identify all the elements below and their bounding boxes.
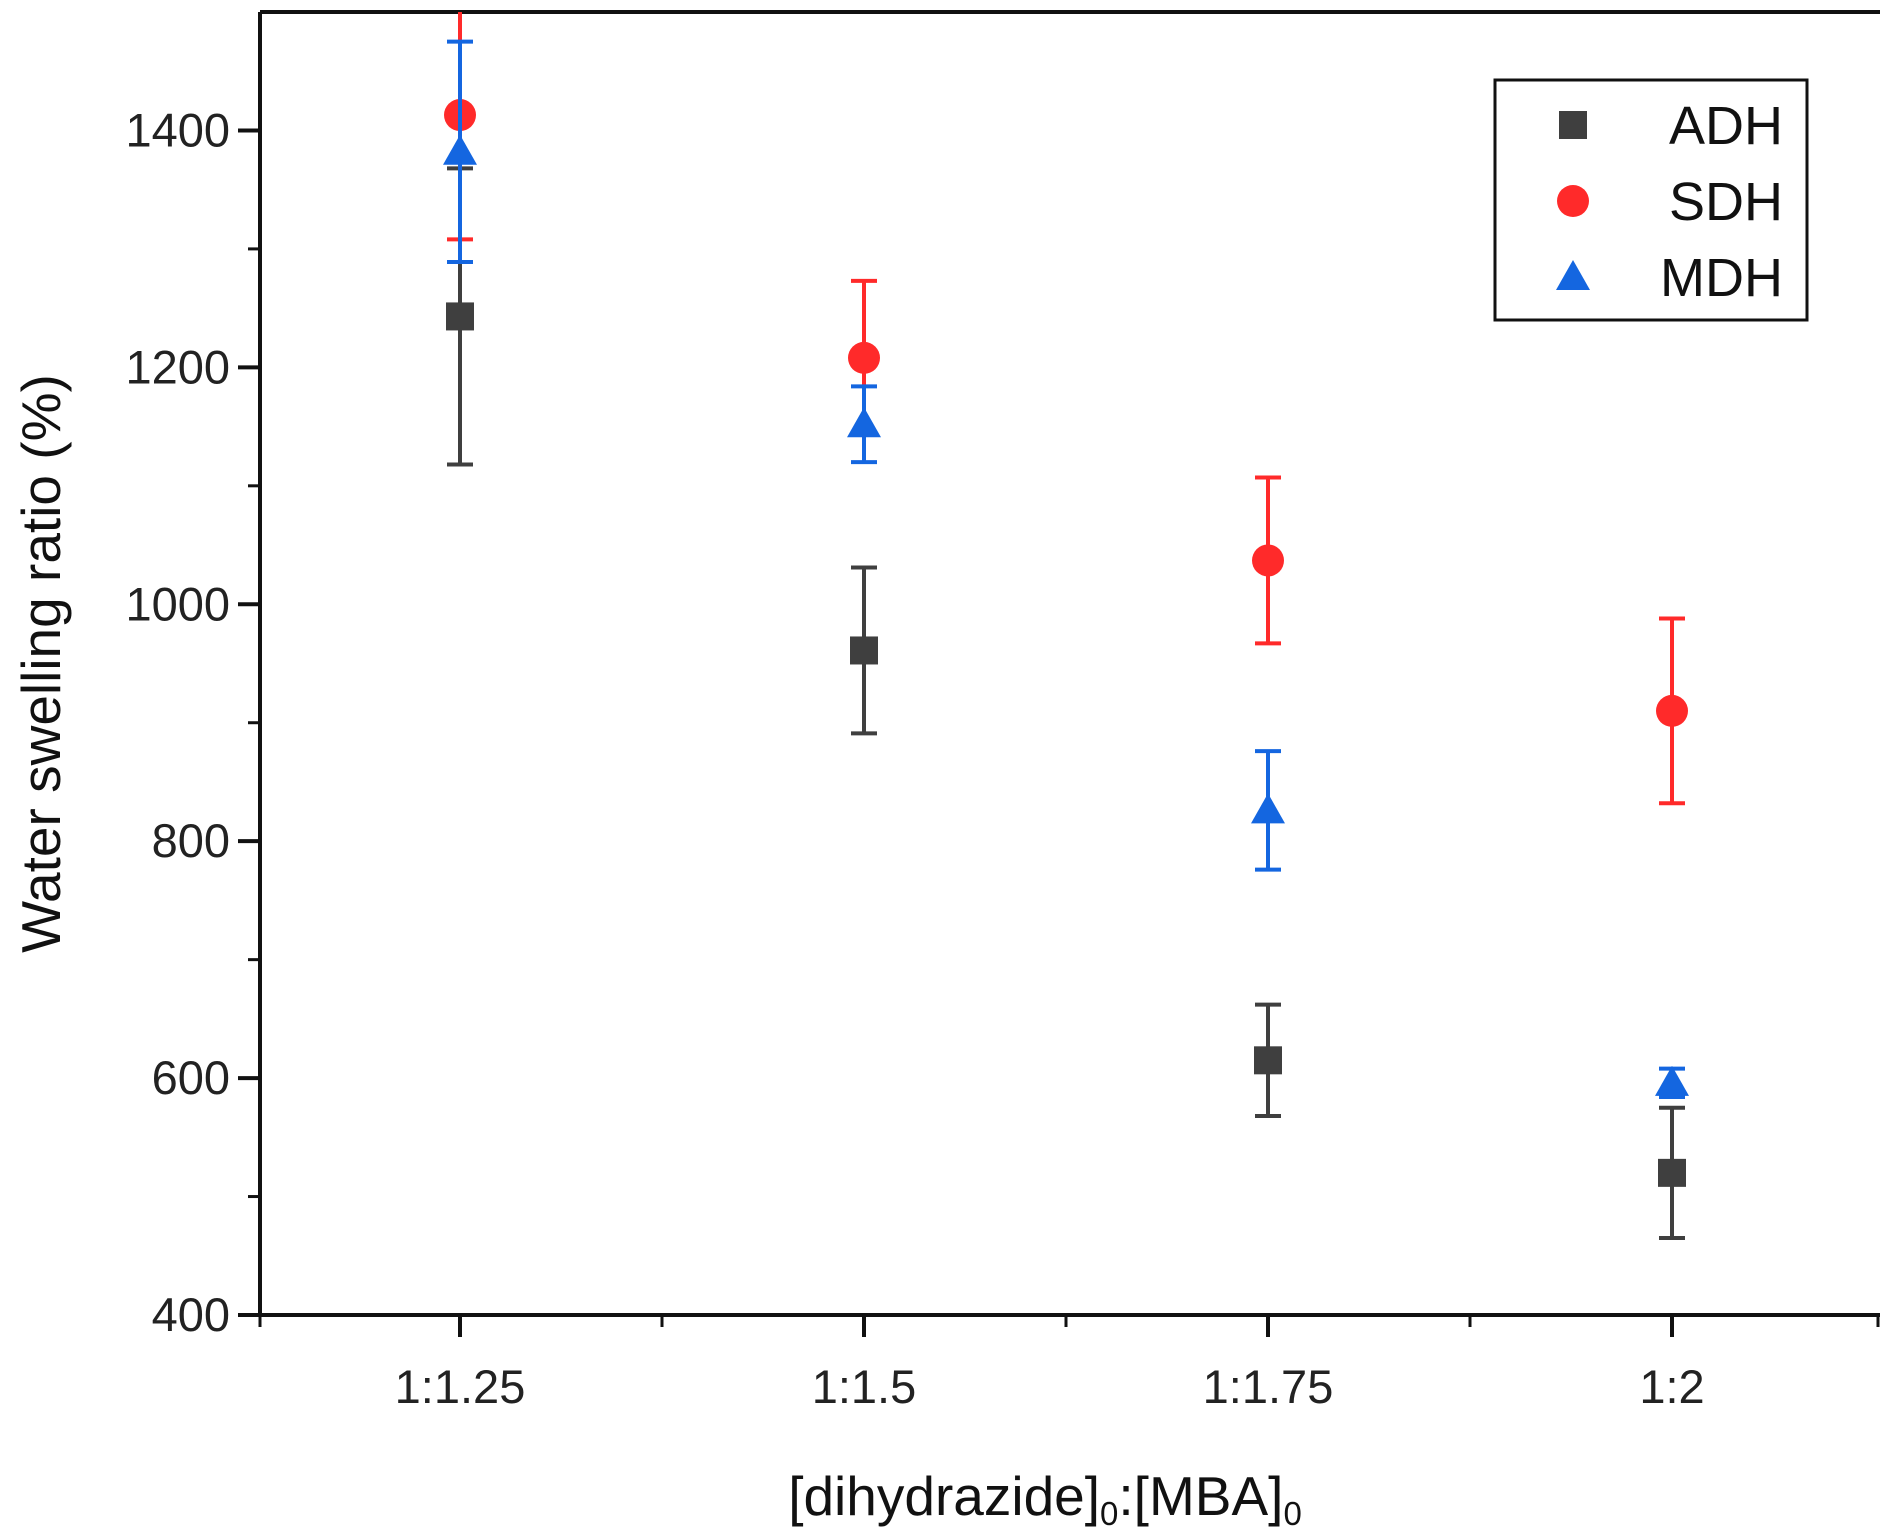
y-tick-label: 400 (152, 1288, 230, 1341)
data-point-adh (1658, 1158, 1686, 1187)
x-tick-label: 1:1.5 (812, 1360, 917, 1413)
legend-box (1493, 78, 1809, 322)
legend-marker-sdh (1557, 185, 1589, 217)
series-mdh (443, 39, 1689, 1100)
data-point-adh (1254, 1046, 1282, 1075)
data-point-adh (446, 302, 474, 331)
x-axis-title: [dihydrazide]0:[MBA]0 (788, 1465, 1302, 1532)
legend: ADH SDH MDH (1493, 78, 1809, 322)
legend-label-adh: ADH (1669, 96, 1783, 156)
y-tick-label: 600 (152, 1051, 230, 1104)
data-point-sdh (848, 341, 880, 374)
y-tick-label: 1400 (125, 103, 230, 156)
y-tick-label: 1000 (125, 577, 230, 630)
ticks: 400 600 800 1000 1200 1400 1:1.25 1:1.5 1:1.75 1:… (125, 103, 1880, 1413)
axes: Water swelling ratio (%)[dihydrazide]0:[… (10, 10, 1880, 1532)
y-axis-title: Water swelling ratio (%) (10, 374, 72, 953)
legend-marker-mdh (1556, 260, 1590, 290)
y-tick-label: 800 (152, 814, 230, 867)
legend-label-mdh: MDH (1660, 248, 1783, 308)
data-point-mdh (1655, 1065, 1689, 1096)
x-axis-title-part: :[MBA] (1118, 1465, 1283, 1527)
x-axis-title-subscript: 0 (1283, 1495, 1301, 1532)
data-point-mdh (443, 134, 477, 165)
x-tick-label: 1:1.75 (1203, 1360, 1334, 1413)
x-axis-title-part: [dihydrazide] (788, 1465, 1100, 1527)
data-point-sdh (1252, 544, 1284, 577)
x-axis-title-subscript: 0 (1100, 1495, 1118, 1532)
series-adh (446, 166, 1686, 1241)
legend-label-sdh: SDH (1669, 172, 1783, 232)
data-points (443, 12, 1689, 1241)
data-point-adh (850, 636, 878, 665)
y-tick-label: 1200 (125, 340, 230, 393)
x-tick-label: 1:2 (1639, 1360, 1704, 1413)
legend-marker-adh (1559, 111, 1587, 139)
x-tick-label: 1:1.25 (395, 1360, 526, 1413)
data-point-sdh (1656, 694, 1688, 727)
data-point-mdh (847, 407, 881, 438)
data-point-mdh (1251, 793, 1285, 824)
